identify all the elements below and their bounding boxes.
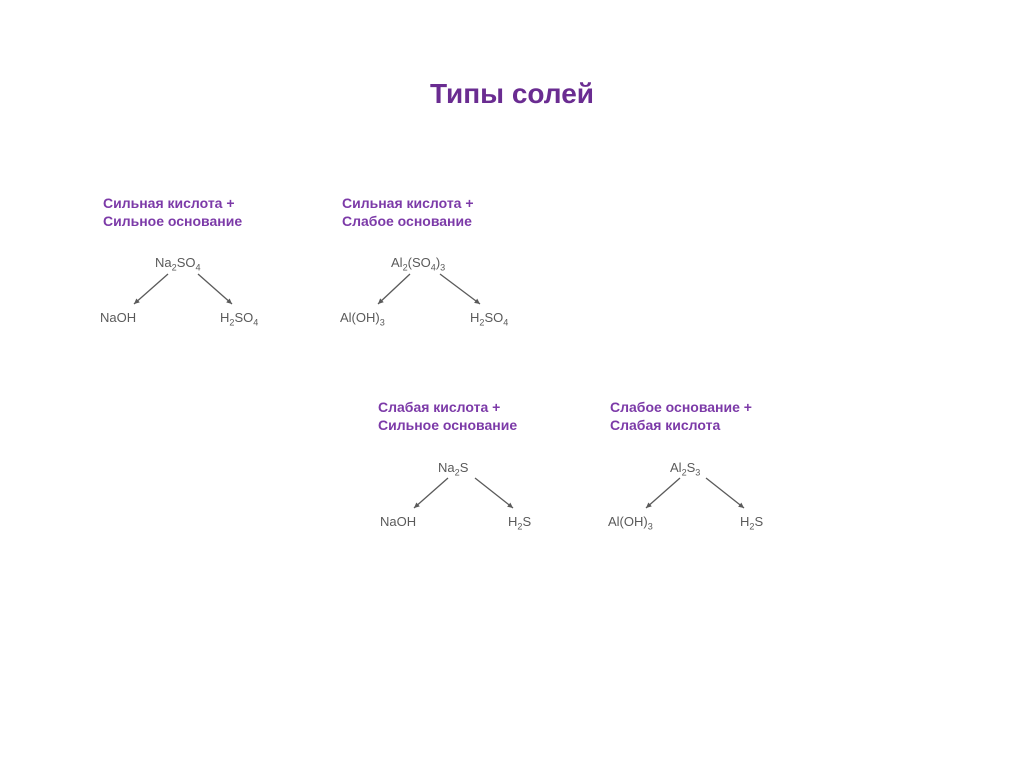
product-left: Al(OH)3 bbox=[608, 514, 653, 529]
product-left: NaOH bbox=[380, 514, 416, 529]
arrow-icon bbox=[192, 268, 238, 310]
arrow-icon bbox=[434, 268, 486, 310]
product-right: H2S bbox=[508, 514, 531, 529]
product-left: NaOH bbox=[100, 310, 136, 325]
arrow-icon bbox=[372, 268, 416, 310]
product-right: H2S bbox=[740, 514, 763, 529]
arrow-icon bbox=[469, 472, 519, 514]
salt-type-heading: Сильная кислота + Слабое основание bbox=[342, 194, 474, 230]
arrow-icon bbox=[700, 472, 750, 514]
arrow-icon bbox=[640, 472, 686, 514]
salt-type-heading: Сильная кислота + Сильное основание bbox=[103, 194, 242, 230]
product-right: H2SO4 bbox=[220, 310, 258, 325]
product-right: H2SO4 bbox=[470, 310, 508, 325]
page-title: Типы солей bbox=[0, 78, 1024, 110]
salt-type-heading: Слабая кислота + Сильное основание bbox=[378, 398, 517, 434]
arrow-icon bbox=[128, 268, 174, 310]
arrow-icon bbox=[408, 472, 454, 514]
salt-type-heading: Слабое основание + Слабая кислота bbox=[610, 398, 752, 434]
product-left: Al(OH)3 bbox=[340, 310, 385, 325]
